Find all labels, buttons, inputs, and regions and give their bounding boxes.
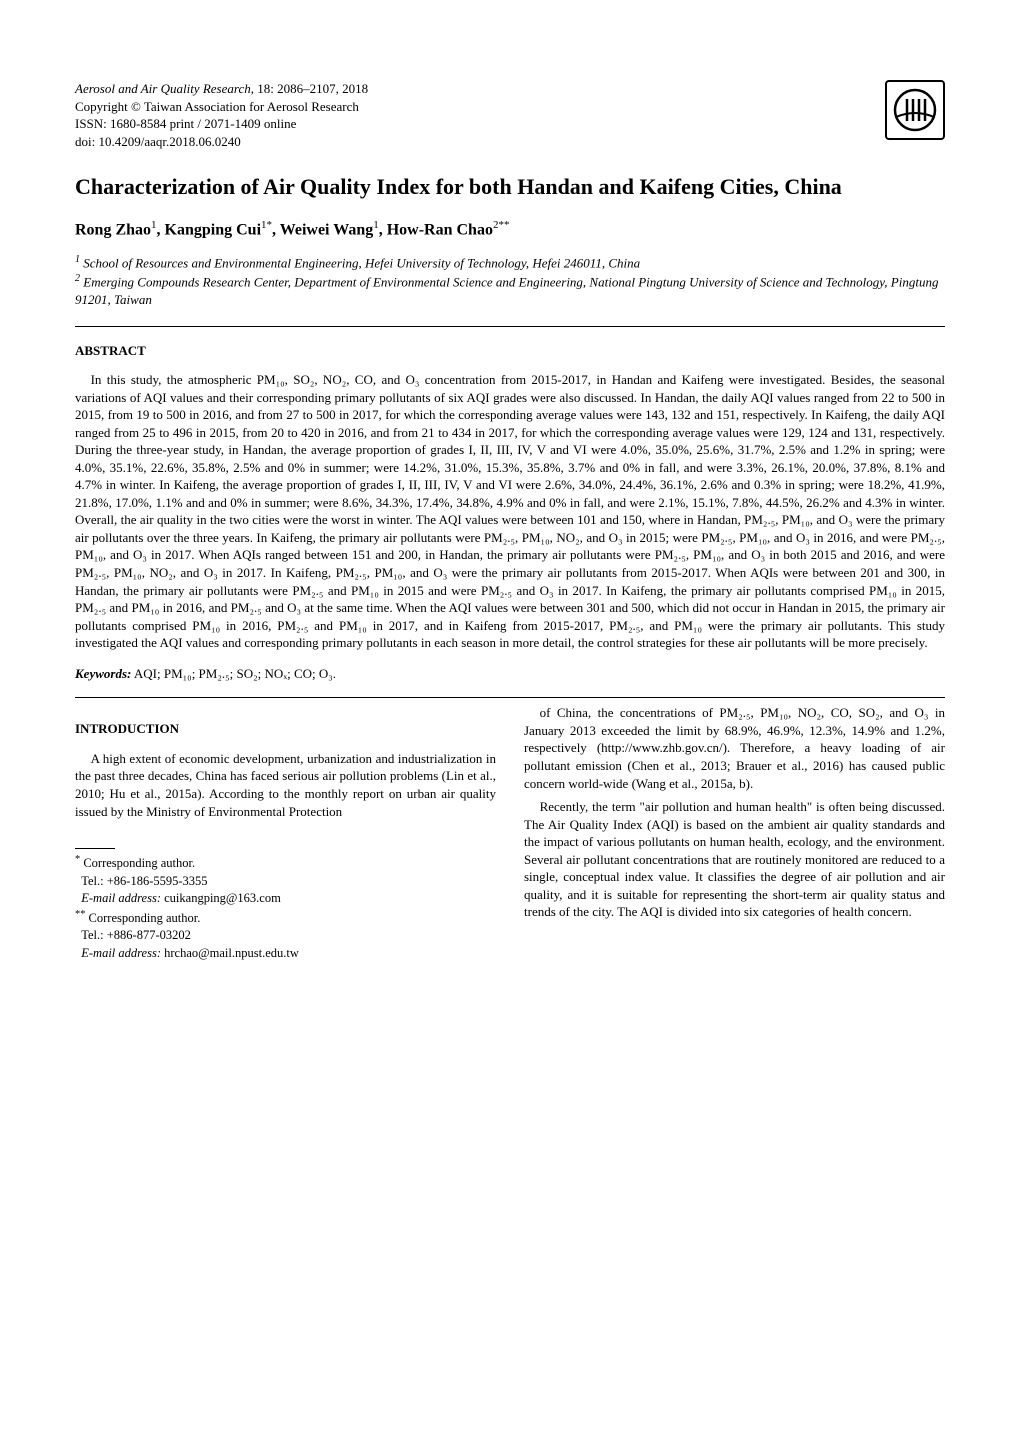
intro-paragraph-1: A high extent of economic development, u… (75, 750, 496, 820)
affiliations: 1 School of Resources and Environmental … (75, 253, 945, 308)
journal-logo-icon (885, 80, 945, 140)
corr1-tel: Tel.: +86-186-5595-3355 (81, 874, 207, 888)
corr2-email-label: E-mail address: (81, 946, 161, 960)
corr2-email: hrchao@mail.npust.edu.tw (161, 946, 299, 960)
two-column-body: INTRODUCTION A high extent of economic d… (75, 704, 945, 962)
corr1-label: Corresponding author. (83, 856, 195, 870)
right-column: of China, the concentrations of PM₂.₅, P… (524, 704, 945, 962)
keywords-value: AQI; PM₁₀; PM₂.₅; SO₂; NOₓ; CO; O₃. (131, 666, 336, 681)
abstract-heading: ABSTRACT (75, 343, 945, 359)
keywords: Keywords: AQI; PM₁₀; PM₂.₅; SO₂; NOₓ; CO… (75, 666, 945, 682)
corr1-email: cuikangping@163.com (161, 891, 281, 905)
journal-info: Aerosol and Air Quality Research, 18: 20… (75, 80, 368, 150)
corr2-label: Corresponding author. (89, 911, 201, 925)
authors: Rong Zhao1, Kangping Cui1*, Weiwei Wang1… (75, 219, 945, 240)
rule-top (75, 326, 945, 327)
left-column: INTRODUCTION A high extent of economic d… (75, 704, 496, 962)
introduction-heading: INTRODUCTION (75, 720, 496, 738)
paper-title: Characterization of Air Quality Index fo… (75, 174, 945, 200)
journal-issue: , 18: 2086–2107, 2018 (251, 81, 368, 96)
corr1-email-label: E-mail address: (81, 891, 161, 905)
header-row: Aerosol and Air Quality Research, 18: 20… (75, 80, 945, 150)
journal-doi: doi: 10.4209/aaqr.2018.06.0240 (75, 134, 241, 149)
affiliation-2: Emerging Compounds Research Center, Depa… (75, 274, 938, 307)
journal-name: Aerosol and Air Quality Research (75, 81, 251, 96)
journal-copyright: Copyright © Taiwan Association for Aeros… (75, 99, 359, 114)
footnote-rule (75, 848, 115, 849)
rule-bottom (75, 697, 945, 698)
footnotes: * Corresponding author. Tel.: +86-186-55… (75, 853, 496, 962)
abstract-body: In this study, the atmospheric PM₁₀, SO₂… (75, 371, 945, 652)
affiliation-1: School of Resources and Environmental En… (83, 255, 640, 270)
journal-issn: ISSN: 1680-8584 print / 2071-1409 online (75, 116, 296, 131)
intro-right-p1: of China, the concentrations of PM₂.₅, P… (524, 704, 945, 792)
keywords-label: Keywords: (75, 666, 131, 681)
corr2-tel: Tel.: +886-877-03202 (81, 928, 191, 942)
intro-right-p2: Recently, the term "air pollution and hu… (524, 798, 945, 921)
